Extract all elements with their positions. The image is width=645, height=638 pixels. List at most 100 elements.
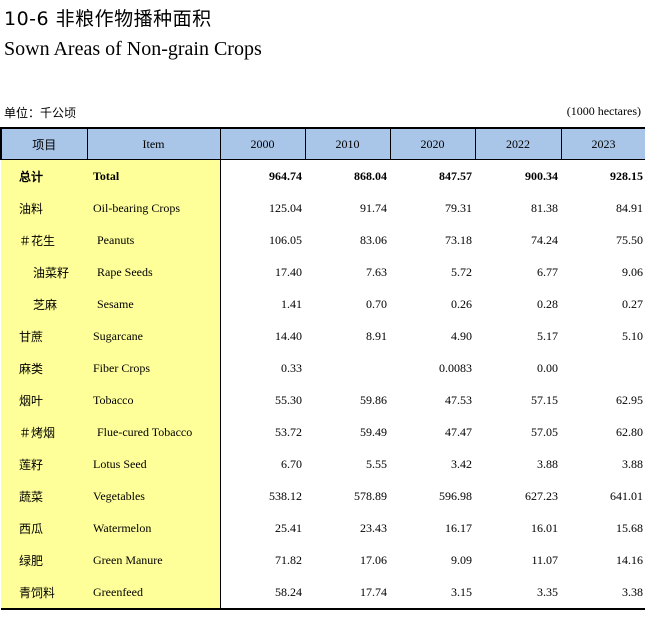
page-title-cn: 10-6 非粮作物播种面积: [4, 8, 212, 30]
value-cell: 847.57: [439, 168, 472, 183]
value-cell: 4.90: [451, 328, 472, 343]
value-cell: 83.06: [360, 232, 387, 247]
value-cell: 17.74: [305, 576, 390, 610]
header-2023: 2023: [560, 127, 645, 160]
value-cell: 73.18: [445, 232, 472, 247]
value-cell: 6.70: [281, 456, 302, 471]
value-cell: 17.06: [360, 552, 387, 567]
row-label-cn: 青饲料: [1, 576, 87, 610]
row-label-en: Fiber Crops: [87, 352, 221, 384]
header-2000: 2000: [219, 127, 305, 160]
table-row: 芝麻 Sesame 1.41 0.70 0.26 0.28 0.27: [1, 288, 645, 320]
row-label-cn: 烟叶: [1, 384, 87, 416]
row-label-cn: ＃烤烟: [1, 416, 87, 448]
table-row: 莲籽 Lotus Seed 6.70 5.55 3.42 3.88 3.88: [1, 448, 645, 480]
table-row: 甘蔗 Sugarcane 14.40 8.91 4.90 5.17 5.10: [1, 320, 645, 352]
value-cell: 84.91: [616, 200, 643, 215]
value-cell: 62.95: [616, 392, 643, 407]
value-cell: 3.88: [537, 456, 558, 471]
row-label-cn: 甘蔗: [1, 320, 87, 352]
value-cell: 9.09: [451, 552, 472, 567]
table-row: 绿肥 Green Manure 71.82 17.06 9.09 11.07 14.16: [1, 544, 645, 576]
value-cell: 8.91: [366, 328, 387, 343]
table-row: 油菜籽 Rape Seeds 17.40 7.63 5.72 6.77 9.06: [1, 256, 645, 288]
data-table: 项目 Item 2000 2010 2020 2022 2023 总计 Total…: [0, 127, 645, 610]
row-label-en: Tobacco: [87, 384, 221, 416]
row-label-en: Sesame: [87, 288, 221, 320]
value-cell: 627.23: [525, 488, 558, 503]
row-label-en: Greenfeed: [87, 576, 221, 610]
value-cell: 1.41: [281, 296, 302, 311]
page-title-en: Sown Areas of Non-grain Crops: [4, 38, 262, 60]
value-cell: 3.35: [475, 576, 561, 610]
row-label-cn: ＃花生: [1, 224, 87, 256]
table-row: 蔬菜 Vegetables 538.12 578.89 596.98 627.23 641.…: [1, 480, 645, 512]
value-cell: 59.49: [360, 424, 387, 439]
value-cell: 5.55: [366, 456, 387, 471]
table-row: 烟叶 Tobacco 55.30 59.86 47.53 57.15 62.95: [1, 384, 645, 416]
value-cell: 0.28: [537, 296, 558, 311]
row-label-en: Oil-bearing Crops: [87, 192, 221, 224]
table-row: 青饲料 Greenfeed 58.24 17.74 3.15 3.35 3.38: [1, 576, 645, 610]
value-cell: 74.24: [531, 232, 558, 247]
header-item: Item: [86, 127, 220, 160]
value-cell: 5.17: [537, 328, 558, 343]
value-cell: 16.01: [531, 520, 558, 535]
table-row: 麻类 Fiber Crops 0.33 0.0083 0.00: [1, 352, 645, 384]
value-cell: 15.68: [616, 520, 643, 535]
value-cell: 14.40: [275, 328, 302, 343]
value-cell: 79.31: [445, 200, 472, 215]
value-cell: 106.05: [269, 232, 302, 247]
value-cell: 928.15: [610, 168, 643, 183]
value-cell: 25.41: [275, 520, 302, 535]
value-cell: 0.0083: [439, 360, 472, 375]
value-cell: 17.40: [275, 264, 302, 279]
value-cell: 3.88: [622, 456, 643, 471]
header-row: 项目 Item 2000 2010 2020 2022 2023: [0, 127, 645, 160]
unit-label-cn: 单位：千公顷: [4, 106, 77, 120]
table-row: 油料 Oil-bearing Crops 125.04 91.74 79.31 81.38…: [1, 192, 645, 224]
table-row: ＃花生 Peanuts 106.05 83.06 73.18 74.24 75.50: [1, 224, 645, 256]
value-cell: 0.70: [366, 296, 387, 311]
value-cell: 641.01: [610, 488, 643, 503]
table-row: 总计 Total 964.74 868.04 847.57 900.34 928.15: [1, 159, 645, 192]
value-cell: 23.43: [360, 520, 387, 535]
header-cn: 项目: [0, 127, 87, 160]
value-cell: 3.15: [390, 576, 475, 610]
row-label-cn: 绿肥: [1, 544, 87, 576]
value-cell: [561, 352, 645, 384]
value-cell: 0.26: [451, 296, 472, 311]
value-cell: 0.00: [537, 360, 558, 375]
value-cell: 7.63: [366, 264, 387, 279]
row-label-cn: 油料: [1, 192, 87, 224]
value-cell: 125.04: [269, 200, 302, 215]
value-cell: 0.27: [622, 296, 643, 311]
row-label-en: Watermelon: [87, 512, 221, 544]
value-cell: 47.53: [445, 392, 472, 407]
unit-label-en: (1000 hectares): [566, 104, 641, 118]
row-label-cn: 蔬菜: [1, 480, 87, 512]
value-cell: 3.42: [451, 456, 472, 471]
row-label-cn: 总计: [1, 159, 87, 192]
value-cell: 16.17: [445, 520, 472, 535]
value-cell: 62.80: [616, 424, 643, 439]
value-cell: 3.38: [561, 576, 645, 610]
table-row: 西瓜 Watermelon 25.41 23.43 16.17 16.01 15.68: [1, 512, 645, 544]
row-label-en: Rape Seeds: [87, 256, 221, 288]
value-cell: 57.15: [531, 392, 558, 407]
value-cell: 0.33: [281, 360, 302, 375]
row-label-en: Flue-cured Tobacco: [87, 416, 221, 448]
header-2010: 2010: [304, 127, 390, 160]
value-cell: 11.07: [531, 552, 558, 567]
value-cell: 868.04: [354, 168, 387, 183]
value-cell: 91.74: [360, 200, 387, 215]
value-cell: 6.77: [537, 264, 558, 279]
header-2020: 2020: [389, 127, 475, 160]
value-cell: 578.89: [354, 488, 387, 503]
value-cell: 596.98: [439, 488, 472, 503]
value-cell: 900.34: [525, 168, 558, 183]
value-cell: 9.06: [622, 264, 643, 279]
value-cell: 57.05: [531, 424, 558, 439]
row-label-en: Green Manure: [87, 544, 221, 576]
value-cell: 59.86: [360, 392, 387, 407]
